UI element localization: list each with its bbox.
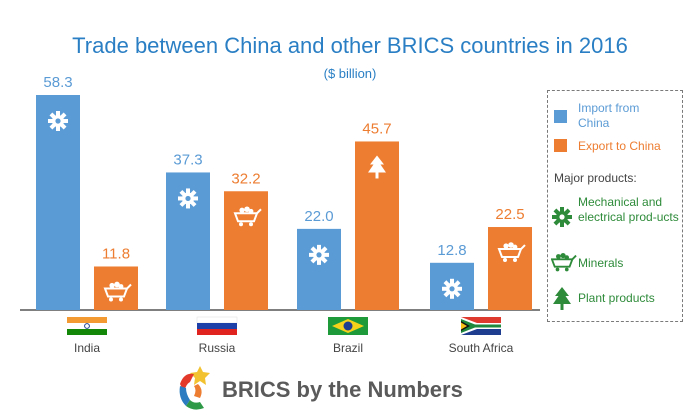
legend-mechanical-label: Mechanical and electrical prod-ucts <box>578 195 679 224</box>
category-label: Russia <box>199 341 236 355</box>
gear-icon <box>552 207 572 227</box>
data-label: 11.8 <box>102 245 130 262</box>
export-swatch <box>554 139 567 152</box>
category-label: South Africa <box>449 341 514 355</box>
south-africa-flag <box>461 317 501 335</box>
data-label: 45.7 <box>362 120 391 137</box>
gear-icon <box>48 111 68 131</box>
russia-flag <box>196 316 238 335</box>
data-label: 37.3 <box>173 151 202 168</box>
india-flag <box>67 317 107 335</box>
chart-subtitle: ($ billion) <box>323 66 377 81</box>
gear-icon <box>178 188 198 209</box>
legend: Import from China Export to China Major … <box>547 90 683 322</box>
category-label: India <box>74 341 100 355</box>
bar-chart: 58.3 11.8 37.3 32.2 22.0 45.7 12.8 22.5 India Ru… <box>20 74 540 355</box>
data-label: 58.3 <box>43 74 72 91</box>
legend-export-label: Export to China <box>578 139 661 153</box>
bar-export-south-africa <box>488 227 532 310</box>
footer-title: BRICS by the Numbers <box>222 377 463 402</box>
brazil-flag <box>328 317 368 335</box>
footer: BRICS by the Numbers <box>174 362 534 412</box>
gear-icon <box>309 244 329 265</box>
data-label: 32.2 <box>231 170 260 187</box>
tree-icon <box>553 287 571 310</box>
legend-minerals-label: Minerals <box>578 256 624 270</box>
legend-plant-label: Plant products <box>578 291 655 305</box>
category-label: Brazil <box>333 341 363 355</box>
bar-import-brazil <box>297 228 341 310</box>
chart-title: Trade between China and other BRICS coun… <box>72 33 628 58</box>
gear-icon <box>442 278 462 299</box>
import-swatch <box>554 110 567 123</box>
products-heading: Major products: <box>554 171 637 185</box>
data-label: 12.8 <box>437 242 466 259</box>
data-label: 22.0 <box>304 208 333 225</box>
legend-import-label: Import from China <box>578 101 640 130</box>
data-label: 22.5 <box>495 206 524 223</box>
minecart-icon <box>551 252 577 273</box>
brics-logo-icon <box>179 366 210 410</box>
